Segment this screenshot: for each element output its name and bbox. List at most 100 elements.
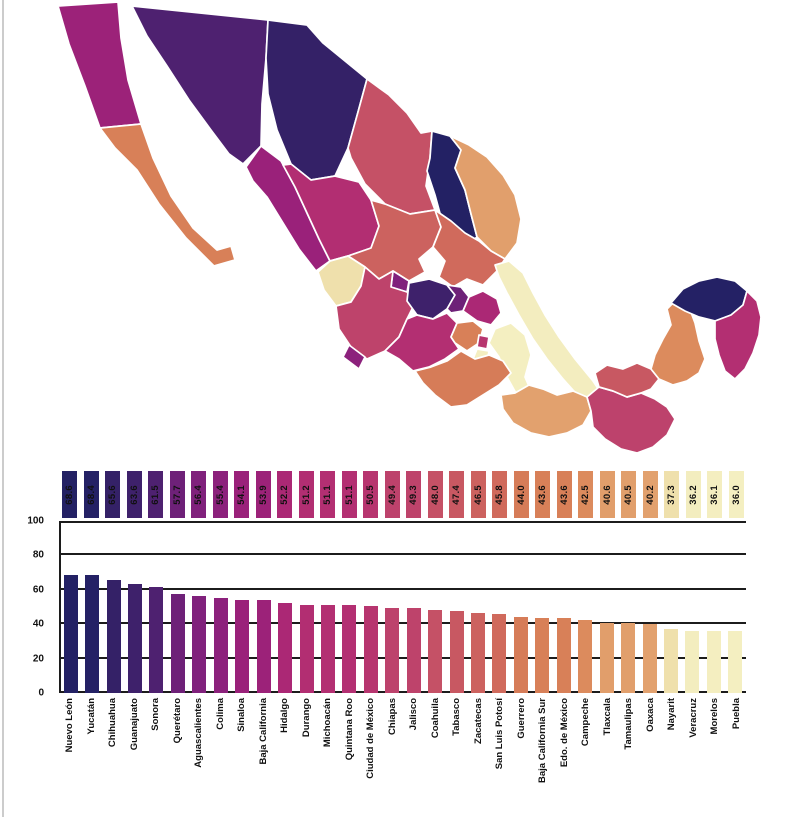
value-chip-text: 48.0 xyxy=(429,484,441,505)
bar-campeche xyxy=(578,619,593,693)
state-baja-california-sur xyxy=(99,123,236,267)
bar-veracruz xyxy=(685,630,700,693)
bar-coahuila xyxy=(428,610,443,693)
value-chip-guerrero: 44.0 xyxy=(513,471,529,518)
bar-durango xyxy=(299,604,314,693)
state-colima xyxy=(342,344,366,370)
value-chip-text: 40.5 xyxy=(623,484,635,505)
bar-chiapas xyxy=(385,608,400,693)
x-label-colima: Colima xyxy=(214,698,226,730)
x-label-michoacan: Michoacán xyxy=(322,698,333,748)
value-chip-text: 40.6 xyxy=(601,484,613,505)
x-label-nuevo-leon: Nuevo León xyxy=(64,698,75,753)
state-hidalgo xyxy=(462,290,502,326)
bar-quintana-roo xyxy=(342,605,357,693)
gridline-0 xyxy=(60,691,746,693)
value-chip-text: 43.6 xyxy=(558,484,570,505)
x-axis-labels: Nuevo León Yucatán Chihuahua Guanajuato Sono… xyxy=(59,698,747,812)
value-chip-text: 36.0 xyxy=(730,484,742,505)
value-chip-chihuahua: 65.6 xyxy=(105,471,121,518)
x-label-aguascalientes: Aguascalientes xyxy=(193,698,204,768)
y-tick-label-0: 0 xyxy=(38,687,44,699)
bar-zacatecas xyxy=(471,613,486,693)
bar-guanajuato xyxy=(128,583,143,693)
gridline-20 xyxy=(60,656,746,659)
gridline-40 xyxy=(60,622,746,625)
value-chip-text: 57.7 xyxy=(171,484,183,505)
value-chip-chiapas: 49.4 xyxy=(384,471,400,518)
y-tick-label-60: 60 xyxy=(32,584,44,596)
state-sonora xyxy=(131,5,269,165)
x-label-puebla: Puebla xyxy=(730,698,742,730)
value-chip-text: 51.1 xyxy=(343,484,355,505)
value-chip-san-luis-potosi: 45.8 xyxy=(492,471,508,518)
state-chihuahua xyxy=(265,19,368,181)
x-label-baja-california: Baja California xyxy=(257,698,269,765)
y-tick-label-100: 100 xyxy=(27,515,44,527)
value-chip-sinaloa: 54.1 xyxy=(234,471,250,518)
value-chip-edo-de-mexico: 43.6 xyxy=(556,471,572,518)
value-chip-text: 47.4 xyxy=(451,484,463,505)
state-michoacan xyxy=(384,312,460,372)
value-chip-text: 51.1 xyxy=(322,484,334,505)
bar-yucatan xyxy=(85,575,100,693)
value-chip-text: 68.4 xyxy=(85,484,97,505)
bar-tlaxcala xyxy=(599,623,614,693)
value-chip-text: 36.2 xyxy=(687,484,699,505)
x-label-edo-de-mexico: Edo. de México xyxy=(558,698,570,768)
x-label-morelos: Morelos xyxy=(709,698,720,735)
bar-guerrero xyxy=(513,617,528,693)
bar-nuevo-leon xyxy=(63,575,78,693)
x-label-guanajuato: Guanajuato xyxy=(128,698,140,751)
state-san-luis-potosi xyxy=(432,209,506,288)
value-chip-tamaulipas: 40.5 xyxy=(621,471,637,518)
x-label-oaxaca: Oaxaca xyxy=(644,698,656,732)
value-chip-veracruz: 36.2 xyxy=(685,471,701,518)
value-chip-text: 43.6 xyxy=(537,484,549,505)
x-label-zacatecas: Zacatecas xyxy=(472,698,484,744)
value-chip-zacatecas: 46.5 xyxy=(470,471,486,518)
value-chip-jalisco: 49.3 xyxy=(406,471,422,518)
value-chip-text: 40.2 xyxy=(644,484,656,505)
bar-oaxaca xyxy=(642,623,657,693)
value-chip-michoacan: 51.1 xyxy=(320,471,336,518)
x-label-hidalgo: Hidalgo xyxy=(279,698,290,733)
state-ciudad-de-mexico xyxy=(476,334,490,350)
value-chip-text: 52.2 xyxy=(279,484,291,505)
value-chip-text: 55.4 xyxy=(214,484,226,505)
x-label-coahuila: Coahuila xyxy=(429,698,441,739)
value-chip-text: 49.3 xyxy=(408,484,420,505)
value-chip-morelos: 36.1 xyxy=(707,471,723,518)
gridline-60 xyxy=(60,587,746,590)
state-quintana-roo xyxy=(714,290,762,380)
value-chip-baja-california: 53.9 xyxy=(255,471,271,518)
bar-puebla xyxy=(728,631,743,693)
bar-aguascalientes xyxy=(192,596,207,693)
value-chip-puebla: 36.0 xyxy=(728,471,744,518)
state-queretaro xyxy=(446,284,470,314)
bar-queretaro xyxy=(170,593,185,693)
bar-morelos xyxy=(706,630,721,693)
x-label-tlaxcala: Tlaxcala xyxy=(601,698,613,736)
x-label-guerrero: Guerrero xyxy=(515,698,527,739)
value-chip-text: 46.5 xyxy=(472,484,484,505)
value-chip-baja-california-sur: 43.6 xyxy=(535,471,551,518)
x-label-nayarit: Nayarit xyxy=(666,698,677,731)
state-chiapas xyxy=(586,386,676,454)
bar-baja-california-sur xyxy=(535,618,550,693)
plot-area xyxy=(59,521,746,693)
x-label-ciudad-de-mexico: Ciudad de México xyxy=(365,698,376,779)
bar-edo-de-mexico xyxy=(556,618,571,693)
bar-colima xyxy=(213,597,228,693)
value-chip-text: 54.1 xyxy=(236,484,248,505)
bar-hidalgo xyxy=(278,603,293,693)
value-chip-text: 49.4 xyxy=(386,484,398,505)
mexico-choropleth-map xyxy=(57,1,762,454)
value-chip-text: 44.0 xyxy=(515,484,527,505)
value-chip-nuevo-leon: 68.6 xyxy=(62,471,78,518)
value-chip-durango: 51.2 xyxy=(298,471,314,518)
state-edo-de-mexico xyxy=(450,320,484,352)
gridline-100 xyxy=(60,521,746,523)
value-chip-text: 65.6 xyxy=(107,484,119,505)
value-chip-ciudad-de-mexico: 50.5 xyxy=(363,471,379,518)
